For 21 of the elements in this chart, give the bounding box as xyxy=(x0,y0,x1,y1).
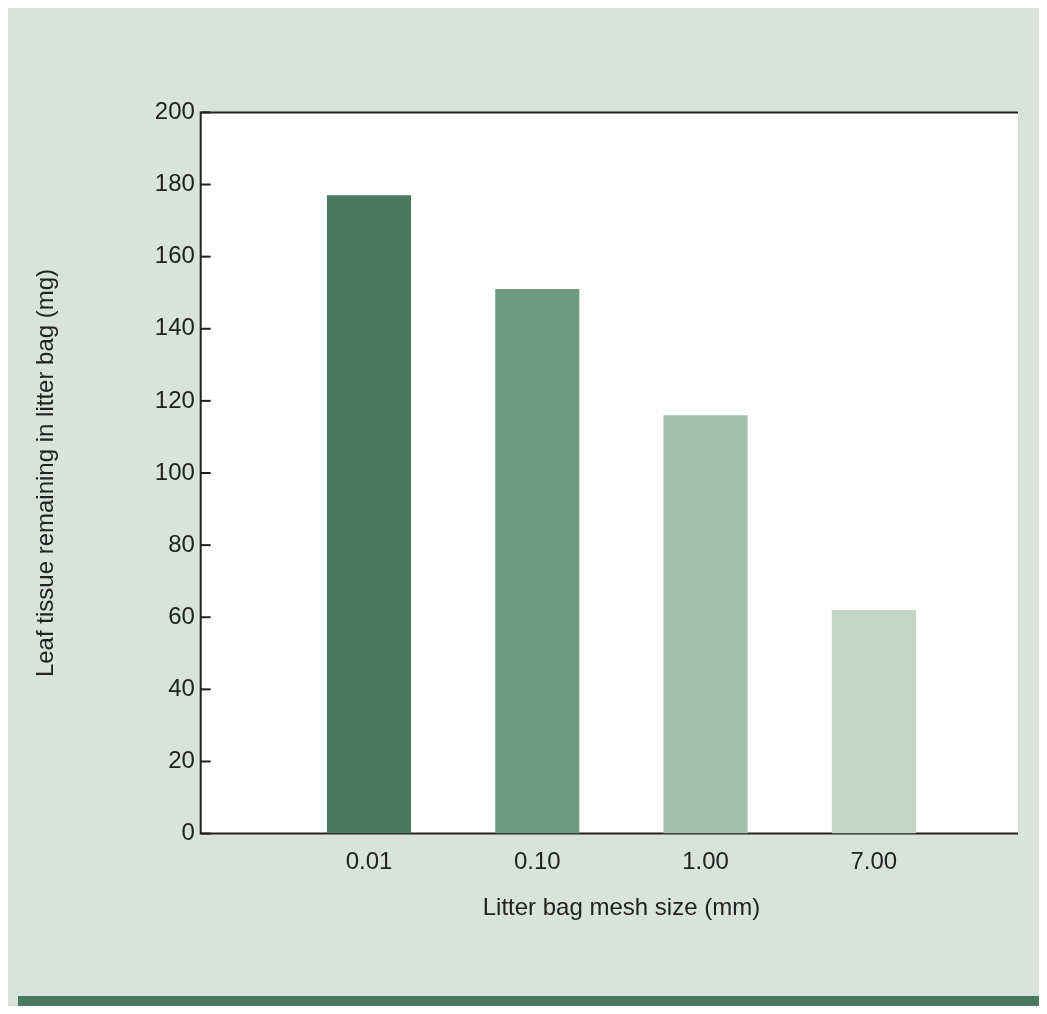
y-tick-label: 100 xyxy=(154,457,195,485)
y-tick-label: 40 xyxy=(168,673,195,701)
y-tick-label: 180 xyxy=(154,169,195,197)
y-tick-label: 140 xyxy=(154,313,195,341)
y-axis-title: Leaf tissue remaining in litter bag (mg) xyxy=(31,268,59,678)
bar xyxy=(326,195,412,834)
y-tick-label: 200 xyxy=(154,97,195,125)
x-tick-label: 7.00 xyxy=(850,846,898,874)
y-tick-label: 160 xyxy=(154,241,195,269)
bar xyxy=(663,415,748,834)
x-tick-label: 0.01 xyxy=(345,846,393,874)
y-tick-label: 20 xyxy=(168,746,195,774)
y-tick-label: 0 xyxy=(181,818,195,846)
x-tick-label: 0.10 xyxy=(513,846,561,874)
x-axis-title: Litter bag mesh size (mm) xyxy=(482,893,761,921)
bar xyxy=(831,610,916,834)
x-tick-label: 1.00 xyxy=(682,846,729,874)
y-tick-label: 60 xyxy=(168,601,195,629)
y-tick-label: 120 xyxy=(154,385,195,413)
y-tick-label: 80 xyxy=(168,529,195,557)
bar xyxy=(495,289,580,834)
